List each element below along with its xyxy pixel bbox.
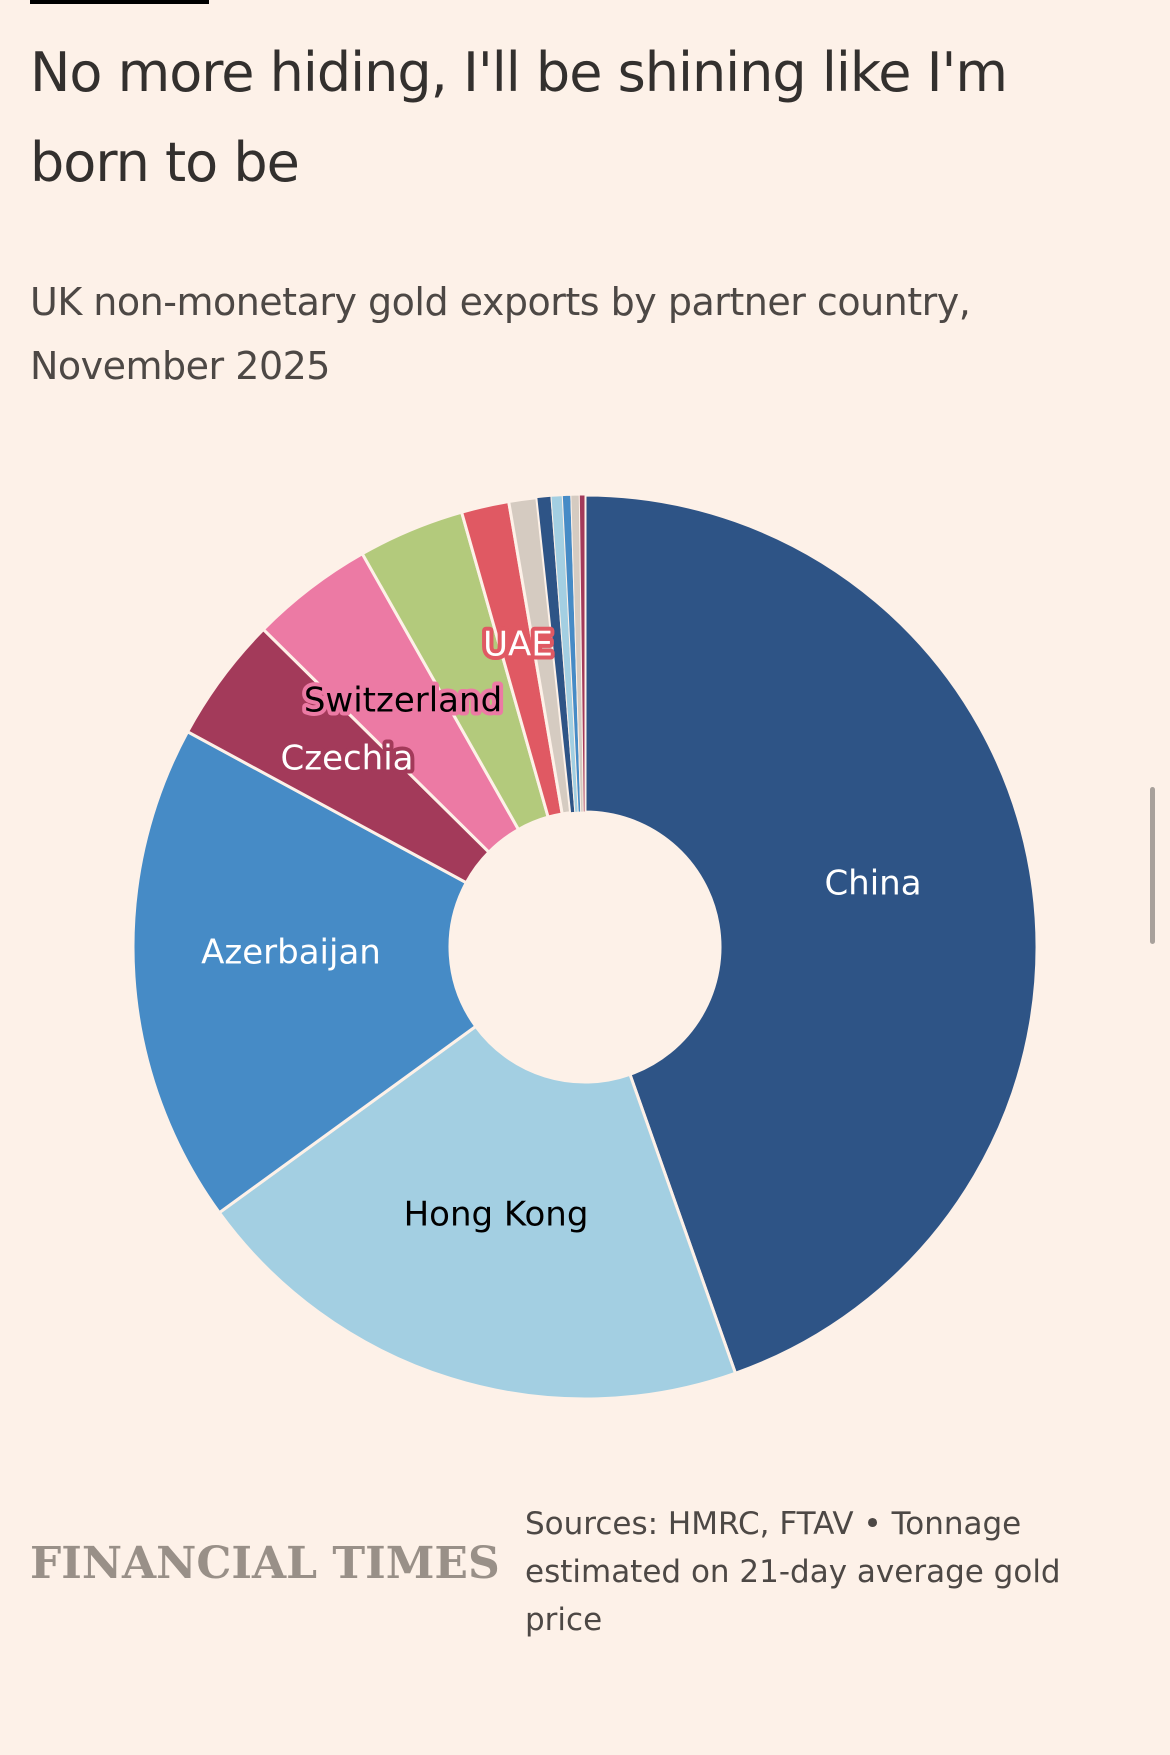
scrollbar[interactable] <box>1150 787 1155 944</box>
slice-label-switzerland: Switzerland <box>304 681 502 721</box>
chart-subtitle: UK non-monetary gold exports by partner … <box>30 280 971 388</box>
slice-label-uae: UAE <box>483 625 553 665</box>
slice-label-azerbaijan: Azerbaijan <box>201 933 381 973</box>
ft-logo: FINANCIAL TIMES <box>30 1538 500 1589</box>
chart-title: No more hiding, I'll be shining like I'm… <box>30 41 1008 194</box>
slice-china <box>583 493 1039 1376</box>
slice-label-czechia: Czechia <box>280 739 413 779</box>
slice-label-hong-kong: Hong Kong <box>404 1195 589 1235</box>
top-accent-bar <box>30 0 209 4</box>
slice-label-china: China <box>824 864 921 904</box>
donut-chart: China Hong Kong Azerbaijan Czechia Switzerla… <box>131 493 1039 1401</box>
source-note: Sources: HMRC, FTAV • Tonnage estimated … <box>525 1506 1061 1638</box>
slice-azerbaijan <box>131 729 478 1215</box>
slice-other-12 <box>578 494 586 813</box>
